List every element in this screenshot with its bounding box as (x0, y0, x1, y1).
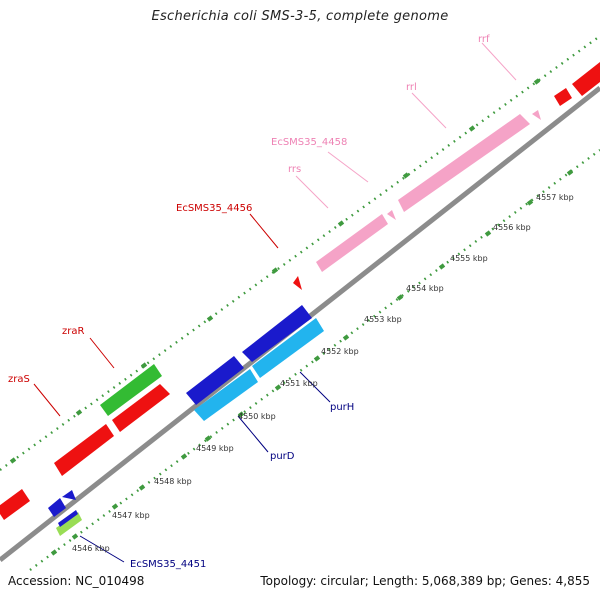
label-EcSMS35_4451: EcSMS35_4451 (130, 559, 206, 570)
gene-right-a[interactable] (554, 88, 572, 106)
tick-label-4556: 4556 kbp (493, 223, 531, 232)
gene-zraS-b[interactable] (112, 384, 170, 432)
gene-EcSMS35_4451-arrow[interactable] (62, 490, 76, 500)
rrna-rrs[interactable] (316, 214, 388, 272)
tick-label-4547: 4547 kbp (112, 511, 150, 520)
gene-zraR[interactable] (100, 364, 162, 416)
tick-label-4549: 4549 kbp (196, 444, 234, 453)
label-purH: purH (330, 402, 354, 413)
gene-left-edge[interactable] (0, 489, 30, 520)
gene-EcSMS35_4451[interactable] (48, 498, 66, 517)
reverse-genes (48, 305, 324, 536)
tick-label-4550: 4550 kbp (238, 412, 276, 421)
kbp-tick-labels: 4546 kbp 4547 kbp 4548 kbp 4549 kbp 4550… (72, 193, 574, 553)
gene-small-blue-stripe[interactable] (58, 510, 78, 527)
label-EcSMS35_4458: EcSMS35_4458 (271, 137, 347, 148)
label-zraR: zraR (62, 326, 84, 337)
gene-right-b[interactable] (572, 62, 600, 96)
gene-zraS[interactable] (54, 424, 114, 476)
tick-label-4546: 4546 kbp (72, 544, 110, 553)
forward-genes (0, 62, 600, 520)
tick-label-4553: 4553 kbp (364, 315, 402, 324)
genome-summary-label: Topology: circular; Length: 5,068,389 bp… (260, 574, 590, 588)
gene-purH[interactable] (252, 318, 324, 378)
label-zraS: zraS (8, 374, 30, 385)
gene-small-green[interactable] (56, 512, 82, 536)
label-purD: purD (270, 451, 295, 462)
map-title: Escherichia coli SMS-3-5, complete genom… (151, 9, 449, 24)
label-rrf: rrf (478, 34, 490, 45)
tick-label-4555: 4555 kbp (450, 254, 488, 263)
gene-labels: rrf rrl EcSMS35_4458 rrs EcSMS35_4456 zr… (8, 34, 490, 570)
label-EcSMS35_4456: EcSMS35_4456 (176, 203, 252, 214)
rrna-rrl[interactable] (398, 114, 530, 212)
gene-purH-dark[interactable] (242, 305, 312, 362)
label-leaders (33, 42, 517, 563)
tick-label-4552: 4552 kbp (321, 347, 359, 356)
accession-label: Accession: NC_010498 (8, 574, 145, 588)
tick-label-4554: 4554 kbp (406, 284, 444, 293)
label-rrs: rrs (288, 164, 301, 175)
reverse-dotted-ruler (29, 149, 600, 571)
gene-EcSMS35_4456[interactable] (293, 276, 302, 290)
gene-purD[interactable] (194, 369, 258, 421)
gene-purD-dark[interactable] (186, 356, 244, 405)
tick-label-4557: 4557 kbp (536, 193, 574, 202)
label-rrl: rrl (406, 82, 417, 93)
forward-dotted-ruler (0, 35, 600, 471)
tick-label-4548: 4548 kbp (154, 477, 192, 486)
tick-label-4551: 4551 kbp (280, 379, 318, 388)
rrna-rrf[interactable] (532, 110, 541, 120)
rrna-EcSMS35_4458[interactable] (387, 210, 396, 220)
